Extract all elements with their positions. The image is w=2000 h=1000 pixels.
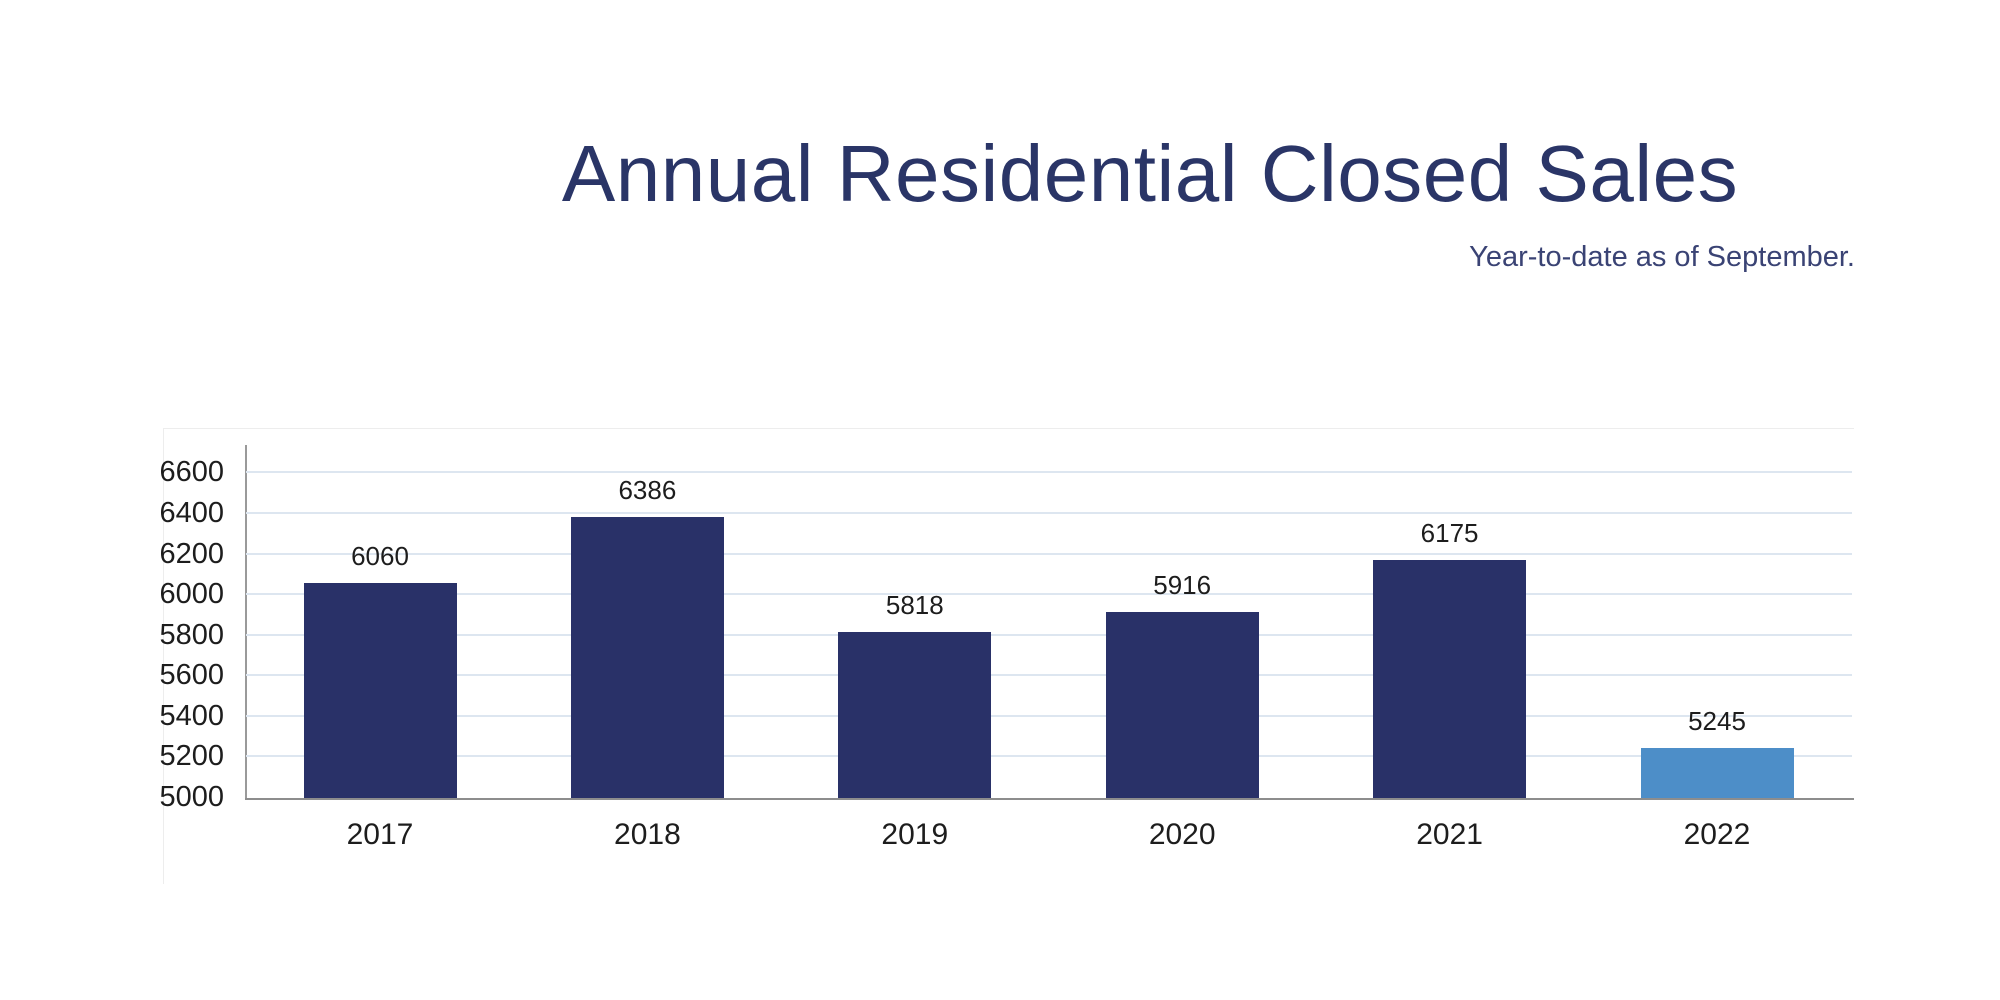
gridline: [246, 552, 1852, 555]
y-axis-tick-label: 5400: [159, 699, 224, 732]
y-axis-tick-label: 6200: [159, 537, 224, 570]
bar-2021: [1373, 559, 1527, 798]
bar-value-label: 5245: [1688, 706, 1746, 737]
bar-value-label: 6060: [351, 540, 409, 571]
chart-subtitle: Year-to-date as of September.: [1469, 241, 1855, 273]
y-axis-tick-label: 6400: [159, 496, 224, 529]
bar-value-label: 5916: [1153, 570, 1212, 601]
gridline: [246, 471, 1852, 474]
x-axis-label: 2017: [346, 818, 414, 851]
chart-title: Annual Residential Closed Sales: [561, 129, 1739, 218]
plot-background: [163, 428, 1854, 884]
gridline: [246, 714, 1852, 717]
gridline: [246, 674, 1852, 677]
bar-2022: [1640, 748, 1794, 798]
y-axis-tick-label: 5600: [159, 659, 224, 692]
y-axis-tick-label: 6000: [159, 578, 224, 611]
y-axis-line: [245, 445, 247, 800]
bar-value-label: 6175: [1420, 517, 1479, 548]
y-axis-tick-label: 5000: [159, 781, 224, 813]
bar-2020: [1105, 612, 1259, 798]
bar-2018: [570, 516, 724, 798]
x-axis-label: 2021: [1416, 818, 1483, 851]
bar-2019: [838, 632, 992, 798]
bar-value-label: 6386: [618, 474, 677, 505]
gridline: [246, 755, 1852, 758]
y-axis-tick-label: 5800: [159, 618, 224, 651]
y-axis-tick-label: 5200: [159, 740, 224, 773]
x-axis-label: 2020: [1148, 818, 1216, 851]
x-axis-line: [245, 798, 1854, 800]
y-axis-tick-label: 6600: [159, 456, 224, 489]
x-axis-label: 2019: [881, 818, 949, 851]
bar-chart-plot-area: 5000 5200 5400 5600 5800 6000 6200 6400 6600 6060…: [159, 445, 1852, 850]
bar-2017: [303, 582, 457, 798]
bar-value-label: 5818: [885, 590, 944, 621]
gridline: [246, 511, 1852, 514]
gridline: [246, 593, 1852, 596]
gridline: [246, 633, 1852, 636]
x-axis-label: 2018: [614, 818, 681, 851]
x-axis-label: 2022: [1683, 818, 1751, 851]
